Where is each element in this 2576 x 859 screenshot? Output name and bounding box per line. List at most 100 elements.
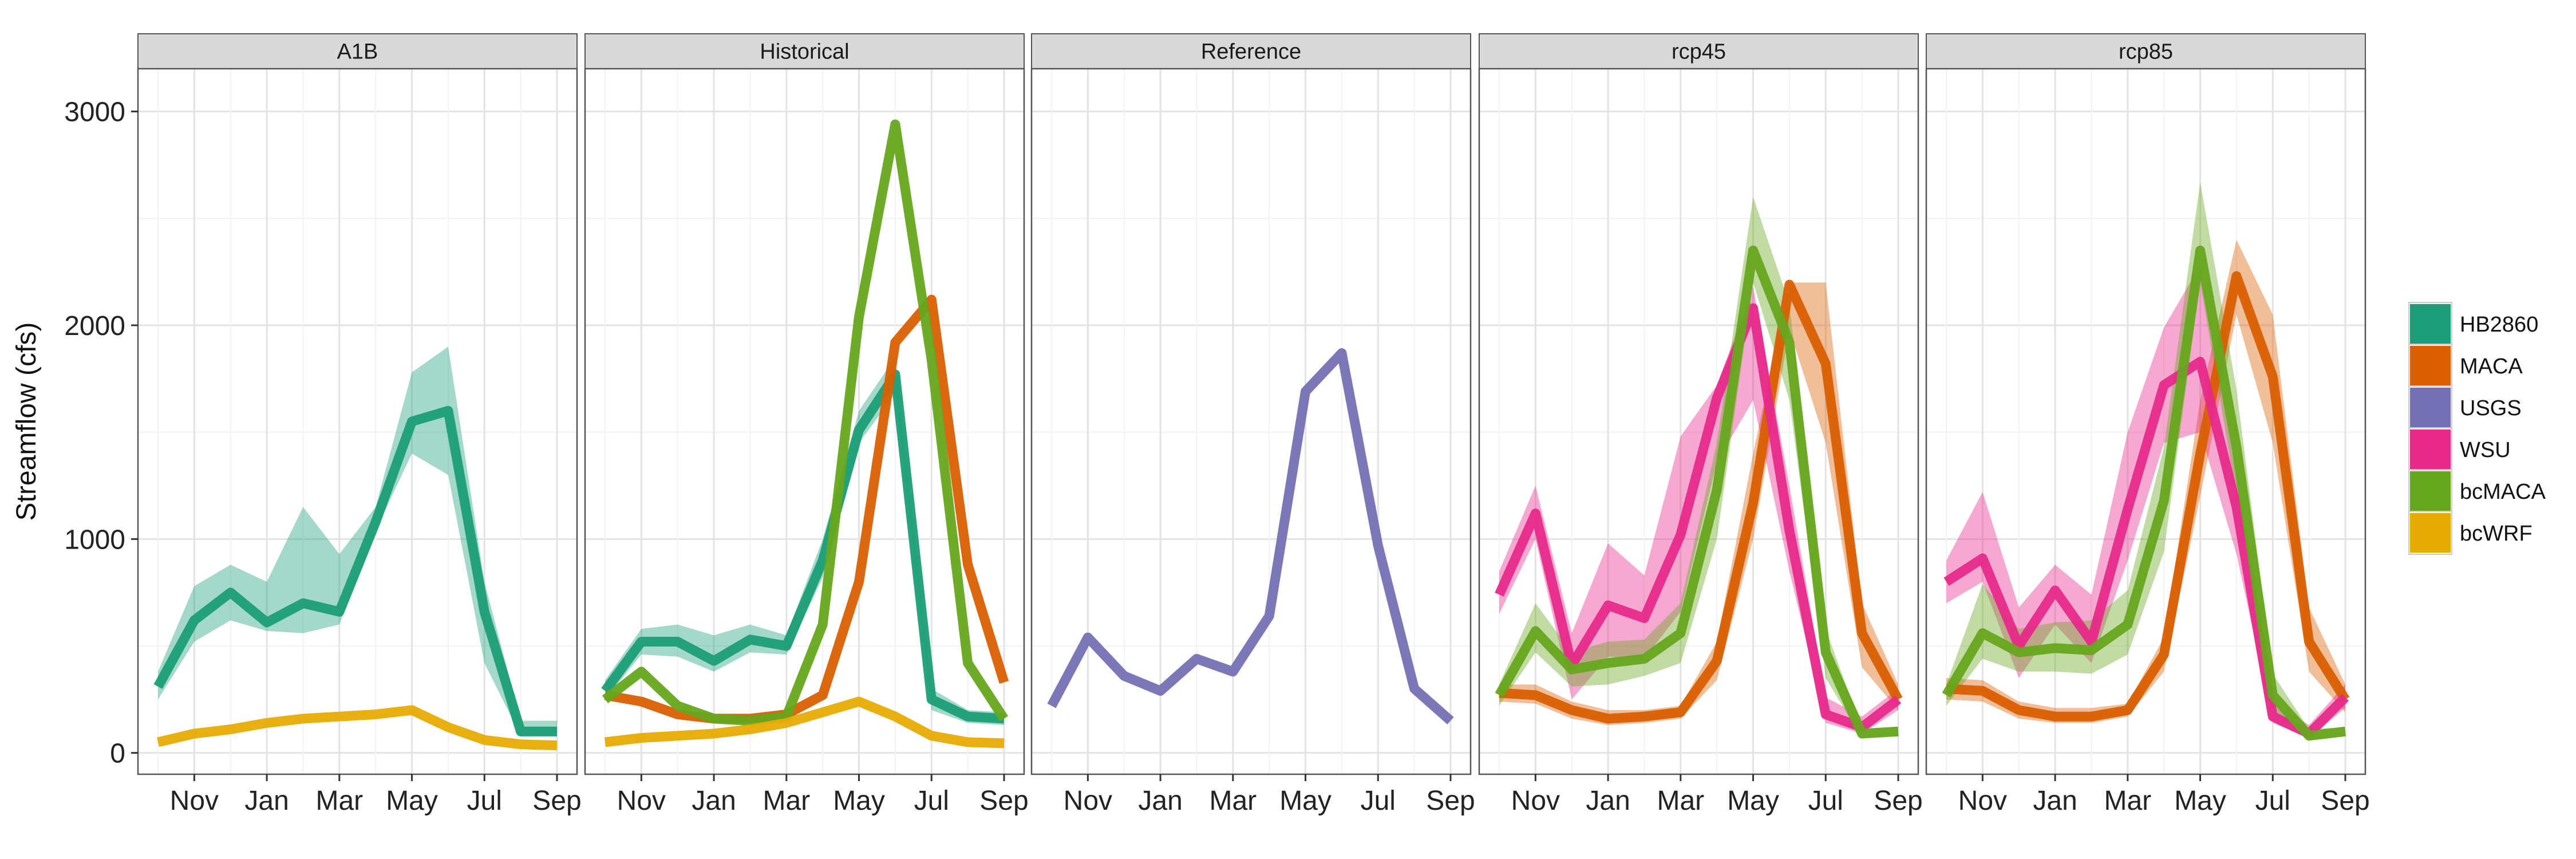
data-point-bcwrf — [859, 701, 860, 702]
data-point-bcwrf — [230, 729, 231, 730]
data-point-hb2860 — [375, 521, 376, 522]
legend-swatch-wsu — [2410, 430, 2451, 469]
data-point-hb2860 — [157, 686, 159, 687]
data-point-maca — [1607, 718, 1609, 719]
data-point-usgs — [1305, 391, 1306, 392]
data-point-hb2860 — [677, 641, 678, 643]
data-point-bcmaca — [1982, 633, 1983, 634]
data-point-hb2860 — [641, 641, 642, 643]
series-line-maca-rcp45 — [1499, 279, 1903, 724]
data-point-usgs — [1051, 706, 1052, 707]
data-point-wsu — [1789, 530, 1790, 531]
strip-label-a1b: A1B — [337, 40, 378, 64]
y-axis-title: Streamflow (cfs) — [11, 322, 42, 521]
data-point-hb2860 — [967, 716, 969, 717]
x-tick-label: Sep — [532, 786, 581, 816]
panel-rcp85: rcp85 Nov Jan Mar May Jul Sep — [1925, 33, 2370, 816]
series-line-hb2860-a1b — [153, 405, 557, 736]
data-point-bcwrf — [605, 742, 606, 743]
data-point-bcmaca — [1571, 669, 1573, 670]
data-point-maca — [1789, 284, 1790, 285]
data-point-bcwrf — [895, 716, 896, 717]
data-point-bcwrf — [448, 727, 449, 728]
data-point-bcmaca — [822, 624, 823, 625]
series-line-bcmaca-historical — [602, 119, 1009, 726]
data-point-bcwrf — [375, 714, 376, 715]
panel-border-a1b — [137, 68, 578, 775]
data-point-maca — [1003, 681, 1005, 683]
legend-swatch-usgs — [2410, 388, 2451, 427]
legend-label-usgs: USGS — [2460, 396, 2522, 420]
data-point-bcwrf — [266, 722, 267, 723]
data-point-maca — [2055, 716, 2056, 717]
series-line-bcwrf-a1b — [157, 705, 558, 751]
data-point-wsu — [2163, 385, 2164, 386]
data-point-maca — [2018, 710, 2020, 711]
data-point-bcwrf — [157, 742, 159, 743]
strip-label-historical: Historical — [760, 40, 849, 64]
data-point-hb2860 — [448, 410, 449, 411]
data-point-wsu — [2055, 590, 2056, 591]
x-tick-label: Jan — [692, 786, 736, 816]
x-tick-label: May — [2174, 786, 2226, 816]
data-point-hb2860 — [339, 611, 340, 612]
data-point-usgs — [1341, 353, 1342, 354]
data-point-bcmaca — [1716, 489, 1717, 490]
strip-label-rcp85: rcp85 — [2119, 40, 2173, 64]
data-point-bcmaca — [1003, 718, 1005, 719]
data-point-hb2860 — [749, 639, 750, 640]
data-point-bcwrf — [749, 729, 750, 730]
data-point-bcwrf — [677, 735, 678, 736]
data-point-bcmaca — [1789, 342, 1790, 343]
data-point-maca — [677, 714, 678, 715]
data-point-bcmaca — [931, 359, 932, 360]
data-point-bcmaca — [749, 720, 750, 722]
x-tick-label: Mar — [315, 786, 363, 816]
data-point-bcmaca — [1499, 695, 1500, 696]
data-point-maca — [2236, 275, 2237, 277]
x-tick-label: Jul — [2255, 786, 2290, 816]
data-point-usgs — [1414, 688, 1415, 689]
series-line-bcmaca-rcp85 — [1942, 245, 2346, 741]
strip-label-rcp45: rcp45 — [1672, 40, 1726, 64]
data-point-bcmaca — [2309, 735, 2310, 736]
data-point-bcmaca — [2055, 648, 2056, 649]
panel-border-historical — [584, 68, 1025, 775]
data-point-bcmaca — [1535, 631, 1536, 632]
plot-area-rcp85 — [1926, 69, 2365, 774]
data-point-wsu — [1898, 699, 1899, 700]
data-point-maca — [859, 581, 860, 582]
y-tick-label: 2000 — [64, 311, 125, 341]
data-point-hb2860 — [520, 731, 521, 732]
series-line-hb2860-historical — [601, 369, 1005, 724]
data-point-maca — [2272, 376, 2273, 377]
data-point-bcmaca — [2163, 500, 2164, 501]
panel-border-reference — [1030, 68, 1472, 775]
data-point-hb2860 — [302, 602, 303, 604]
data-point-maca — [2091, 716, 2092, 717]
x-tick-label: Nov — [170, 786, 219, 816]
data-point-bcmaca — [2018, 652, 2020, 653]
data-point-maca — [895, 342, 896, 343]
plot-area-rcp45 — [1479, 69, 1918, 774]
data-point-bcmaca — [677, 706, 678, 707]
data-point-maca — [641, 701, 642, 702]
y-tick-label: 1000 — [64, 525, 125, 555]
data-point-bcmaca — [1898, 731, 1899, 732]
x-tick-label: Jan — [1586, 786, 1630, 816]
data-point-bcwrf — [822, 712, 823, 713]
strip-rcp45 — [1479, 33, 1919, 69]
data-point-bcmaca — [605, 699, 606, 700]
x-tick-label: Jul — [914, 786, 949, 816]
x-tick-label: May — [1727, 786, 1779, 816]
panel-border-rcp85 — [1925, 68, 2366, 775]
x-tick-label: Jul — [467, 786, 502, 816]
data-point-bcwrf — [786, 722, 787, 723]
series-line-bcwrf-historical — [605, 696, 1005, 748]
data-point-bcmaca — [859, 316, 860, 317]
x-tick-label: May — [386, 786, 438, 816]
series-line-usgs-reference — [1047, 348, 1454, 725]
legend-swatch-bcwrf — [2410, 513, 2451, 553]
data-point-bcmaca — [713, 718, 714, 719]
